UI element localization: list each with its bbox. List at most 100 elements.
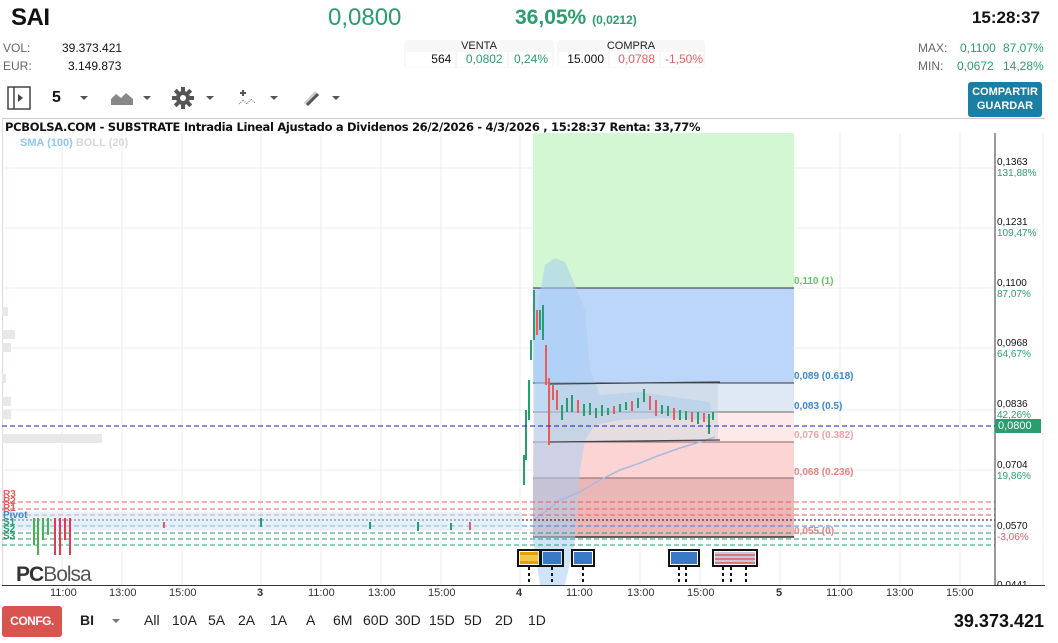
x-tick-day: 3: [257, 587, 264, 599]
compra-price: 0,0788: [610, 52, 659, 67]
panel-toggle-icon: [7, 86, 31, 110]
interval-value: 5: [52, 89, 61, 106]
min-stat: MIN:: [918, 59, 944, 73]
y-tick: 0,0704 19,86%: [997, 460, 1031, 482]
fib-level-05: 0,083 (0.5): [794, 401, 843, 412]
chevron-down-icon: [270, 96, 278, 100]
y-tick: 0,1231 109,47%: [997, 217, 1037, 239]
min-pct: 14,28%: [1003, 59, 1044, 73]
range-1d[interactable]: 1D: [528, 612, 546, 628]
indicators-button[interactable]: [238, 86, 256, 110]
volume-stat: VOL:: [3, 41, 31, 55]
chevron-down-icon: [143, 96, 151, 100]
y-tick: 0,0836 42,26%: [997, 399, 1031, 421]
mode-selector[interactable]: BI: [80, 612, 94, 628]
compra-pct: -1,50%: [661, 52, 703, 67]
pivot-labels: R3 R2 R1 Pivot S1 S2 S3: [3, 489, 28, 542]
chart-title: PCBOLSA.COM - SUBSTRATE Intradia Lineal …: [5, 120, 701, 134]
change-absolute: (0,0212): [592, 13, 637, 27]
y-tick: 0,1363 131,88%: [997, 157, 1037, 179]
panel-toggle-button[interactable]: [7, 86, 31, 110]
x-tick: 15:00: [946, 587, 974, 599]
x-tick: 11:00: [826, 587, 853, 599]
fib-level-0: 0,055 (0): [794, 526, 835, 537]
range-all[interactable]: All: [144, 612, 160, 628]
range-5d[interactable]: 5D: [464, 612, 482, 628]
eur-value: 3.149.873: [68, 59, 122, 73]
config-button[interactable]: CONFG.: [2, 606, 62, 637]
compra-label: COMPRA: [606, 40, 656, 52]
price-chart[interactable]: [0, 0, 1058, 600]
range-2a[interactable]: 2A: [238, 612, 256, 628]
last-update-time: 15:28:37: [971, 8, 1040, 27]
change-percent: 36,05%: [515, 6, 587, 29]
sma-legend[interactable]: SMA (100): [20, 137, 73, 149]
range-a[interactable]: A: [306, 612, 316, 628]
fib-level-0618: 0,089 (0.618): [794, 371, 854, 382]
chevron-down-icon: [112, 619, 120, 623]
drawing-pencil-icon: [303, 90, 320, 107]
max-value: 0,1100: [960, 41, 996, 55]
max-pct: 87,07%: [1003, 41, 1044, 55]
compra-box: COMPRA 15.000 0,0788 -1,50%: [557, 40, 705, 68]
x-tick-day: 4: [516, 587, 523, 599]
y-tick: 0,0968 64,67%: [997, 338, 1031, 360]
compra-qty: 15.000: [559, 52, 608, 67]
chevron-down-icon: [80, 96, 88, 100]
x-tick: 13:00: [368, 587, 396, 599]
x-tick: 11:00: [50, 587, 77, 599]
range-1a[interactable]: 1A: [270, 612, 288, 628]
chevron-down-icon: [332, 96, 340, 100]
pcbolsa-logo: PCBolsa: [16, 563, 92, 586]
y-tick: 0,0441: [997, 580, 1028, 585]
range-10a[interactable]: 10A: [172, 612, 197, 628]
settings-dropdown[interactable]: [206, 86, 214, 110]
ticker-symbol: SAI: [11, 4, 50, 31]
settings-button[interactable]: [172, 86, 194, 110]
chevron-down-icon: [206, 96, 214, 100]
x-tick: 13:00: [627, 587, 655, 599]
settings-gear-icon: [172, 87, 194, 109]
y-tick: 0,0570 -3,06%: [997, 521, 1029, 543]
drawing-tools-dropdown[interactable]: [332, 86, 340, 110]
x-tick: 15:00: [687, 587, 715, 599]
x-tick: 11:00: [566, 587, 593, 599]
chart-type-icon: [111, 93, 133, 105]
interval-selector[interactable]: 5: [52, 86, 61, 110]
indicator-legend: SMA (100) BOLL (20): [20, 137, 128, 149]
venta-box: VENTA 564 0,0802 0,24%: [404, 40, 554, 68]
max-stat: MAX:: [918, 41, 948, 55]
range-6m[interactable]: 6M: [333, 612, 353, 628]
drawing-tools-button[interactable]: [302, 86, 320, 110]
range-60d[interactable]: 60D: [363, 612, 389, 628]
last-price: 0,0800: [328, 4, 402, 31]
chart-type-dropdown[interactable]: [143, 86, 151, 110]
total-volume: 39.373.421: [953, 611, 1044, 631]
range-30d[interactable]: 30D: [395, 612, 421, 628]
venta-price: 0,0802: [457, 52, 507, 67]
fib-level-0382: 0,076 (0.382): [794, 430, 854, 441]
fib-level-1: 0,110 (1): [794, 276, 834, 287]
indicators-icon: [238, 90, 256, 105]
interval-dropdown[interactable]: [80, 86, 88, 110]
mode-dropdown[interactable]: [112, 619, 120, 623]
x-tick-day: 5: [776, 587, 783, 599]
x-tick: 13:00: [109, 587, 137, 599]
share-save-button[interactable]: COMPARTIR GUARDAR: [968, 82, 1042, 117]
boll-legend[interactable]: BOLL (20): [75, 137, 129, 149]
venta-qty: 564: [406, 52, 456, 67]
x-tick: 11:00: [308, 587, 335, 599]
venta-pct: 0,24%: [508, 52, 552, 67]
chart-type-button[interactable]: [111, 86, 133, 110]
y-tick: 0,1100 87,07%: [997, 278, 1031, 300]
volume-value: 39.373.421: [62, 41, 123, 55]
range-2d[interactable]: 2D: [495, 612, 513, 628]
range-5a[interactable]: 5A: [208, 612, 226, 628]
indicators-dropdown[interactable]: [270, 86, 278, 110]
x-tick: 13:00: [886, 587, 914, 599]
fib-level-0236: 0,068 (0.236): [794, 467, 854, 478]
price-change: 36,05% (0,0212): [515, 6, 637, 30]
min-value: 0,0672: [957, 59, 994, 73]
range-15d[interactable]: 15D: [429, 612, 455, 628]
